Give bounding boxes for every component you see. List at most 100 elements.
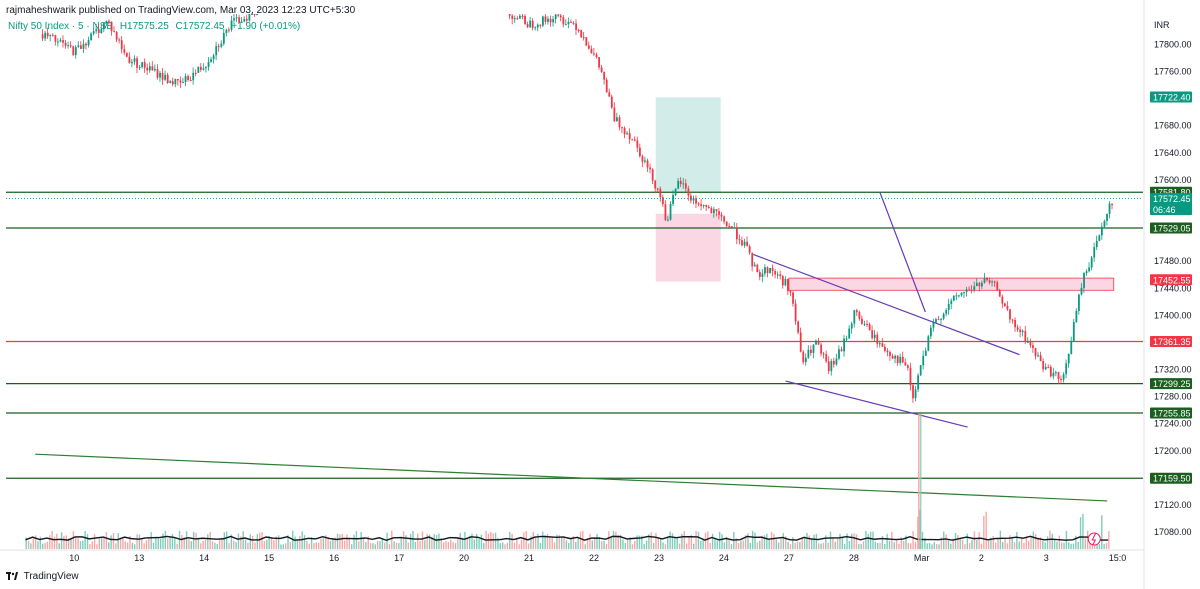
volume-bar xyxy=(803,536,806,549)
volume-bar xyxy=(72,531,75,549)
volume-bar xyxy=(46,541,49,549)
volume-bar xyxy=(334,537,336,549)
volume-bar xyxy=(96,544,98,549)
candle-body xyxy=(199,66,202,70)
tradingview-logo[interactable]: TradingView xyxy=(6,571,79,582)
zone-stop[interactable] xyxy=(655,213,721,282)
volume-bar xyxy=(829,531,832,549)
volume-bar xyxy=(1037,537,1039,549)
volume-bar xyxy=(483,543,485,549)
symbol-label[interactable]: Nifty 50 Index · 5 · NSE xyxy=(8,21,114,32)
volume-bar xyxy=(721,534,723,549)
volume-bar xyxy=(289,542,292,549)
volume-bar xyxy=(504,544,506,549)
candle-body xyxy=(741,240,743,246)
candle-body xyxy=(651,169,654,181)
candle-body xyxy=(544,16,547,22)
zone-resistance-zone[interactable] xyxy=(788,277,1115,291)
candle-body xyxy=(120,40,123,50)
volume-bar xyxy=(468,535,471,549)
candle-body xyxy=(585,37,588,46)
candle-body xyxy=(115,32,118,40)
volume-bar xyxy=(676,538,678,549)
volume-bar xyxy=(119,537,122,549)
candle-body xyxy=(889,352,891,356)
volume-bar xyxy=(976,540,978,549)
volume-bar xyxy=(645,540,648,549)
volume-bar xyxy=(1025,536,1027,549)
volume-bar xyxy=(362,538,365,549)
volume-bar xyxy=(348,537,351,549)
trend-line-steep-down[interactable] xyxy=(879,191,926,313)
volume-bar xyxy=(751,530,754,549)
candle-body xyxy=(646,160,649,168)
volume-bar xyxy=(926,543,928,549)
trend-line-wedge-top[interactable] xyxy=(752,253,1020,356)
volume-bar xyxy=(1016,531,1018,549)
candle-body xyxy=(1006,305,1009,310)
volume-bar xyxy=(494,532,497,549)
volume-bar xyxy=(471,533,473,549)
x-tick-label: Mar xyxy=(914,553,930,563)
volume-bar xyxy=(695,530,697,549)
candle-body xyxy=(1019,329,1022,333)
volume-bar xyxy=(872,531,874,549)
volume-bar xyxy=(624,543,627,549)
trend-line-long-term[interactable] xyxy=(35,453,1108,502)
volume-bar xyxy=(58,543,60,549)
volume-bar xyxy=(82,540,84,549)
candle-body xyxy=(986,278,988,281)
candle-body xyxy=(817,340,820,345)
volume-bar xyxy=(235,542,237,549)
volume-bar xyxy=(202,540,204,549)
candle-body xyxy=(575,23,577,30)
candle-body xyxy=(1057,372,1060,379)
volume-bar xyxy=(63,536,65,549)
volume-bar xyxy=(933,542,936,549)
volume-bar xyxy=(93,534,96,549)
trend-line-wedge-bottom[interactable] xyxy=(785,380,968,428)
volume-bar xyxy=(773,533,775,549)
candle-body xyxy=(738,239,741,241)
candle-body xyxy=(552,19,555,23)
candle-body xyxy=(77,45,80,48)
candle-body xyxy=(820,344,823,354)
volume-bar xyxy=(1002,542,1004,549)
candle-body xyxy=(901,356,904,363)
candle-body xyxy=(1026,341,1029,343)
candle-body xyxy=(1090,257,1093,268)
volume-bar xyxy=(735,538,737,549)
volume-bar xyxy=(412,531,414,549)
volume-bar xyxy=(303,535,306,549)
candle-body xyxy=(679,180,682,185)
volume-bar xyxy=(322,538,325,549)
volume-bar xyxy=(728,539,730,549)
volume-bar xyxy=(108,542,110,549)
y-tick-label: 17320.00 xyxy=(1154,365,1192,375)
volume-bar xyxy=(209,532,211,549)
volume-bar xyxy=(473,539,476,549)
zone-target[interactable] xyxy=(655,97,721,193)
volume-bar xyxy=(431,536,433,549)
candle-body xyxy=(746,241,749,247)
lightning-icon[interactable] xyxy=(1087,532,1101,546)
volume-bar xyxy=(761,535,763,549)
volume-bar xyxy=(667,537,669,549)
candle-body xyxy=(67,45,70,47)
volume-bar xyxy=(994,542,997,549)
volume-bar xyxy=(350,544,353,549)
volume-bar xyxy=(91,541,93,549)
candle-body xyxy=(720,214,723,217)
volume-bar xyxy=(341,533,343,549)
volume-bar xyxy=(447,542,450,549)
x-tick-label: 15 xyxy=(264,553,274,563)
candle-body xyxy=(251,14,253,15)
volume-bar xyxy=(270,538,273,549)
volume-bar xyxy=(332,538,334,549)
candle-body xyxy=(74,47,77,56)
candle-body xyxy=(993,281,996,283)
candle-body xyxy=(1108,203,1111,214)
candle-body xyxy=(702,205,705,207)
volume-bar xyxy=(978,532,980,549)
